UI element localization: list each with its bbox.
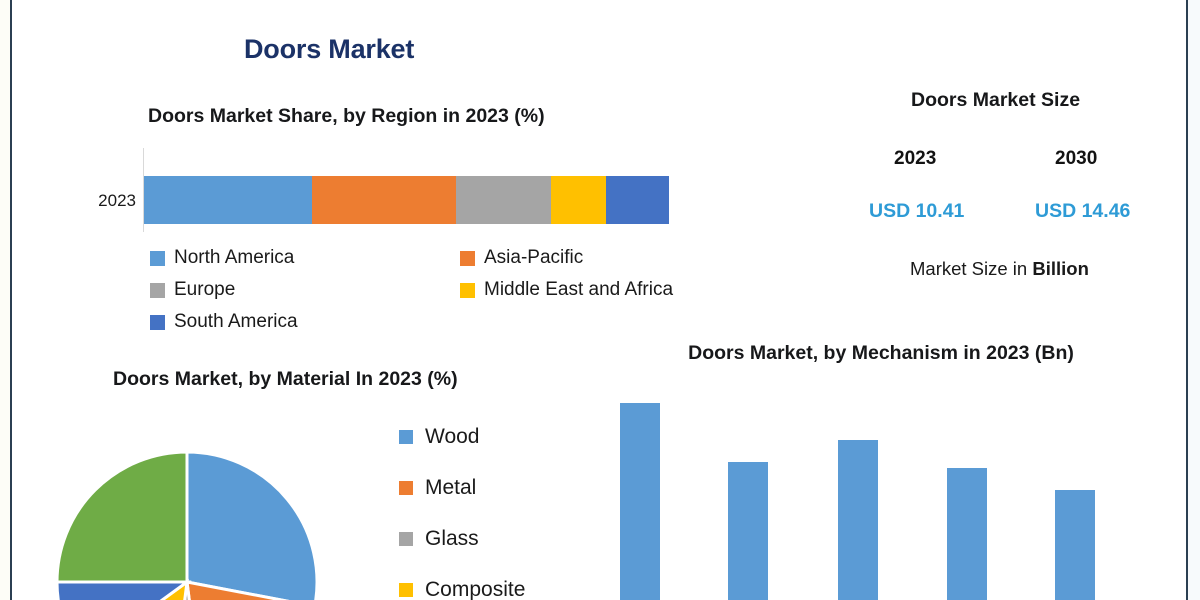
material-legend-label: Composite — [425, 578, 526, 600]
market-size-title: Doors Market Size — [911, 89, 1081, 111]
mechanism-bar — [947, 467, 987, 600]
region-bar-segment — [312, 176, 457, 224]
material-legend-item: Composite — [399, 578, 525, 600]
region-stacked-bar-chart: 2023 — [60, 148, 680, 238]
region-bar-segment — [456, 176, 551, 224]
material-legend-label: Metal — [425, 476, 477, 499]
legend-swatch-icon — [399, 532, 413, 546]
region-chart-title: Doors Market Share, by Region in 2023 (%… — [148, 105, 545, 127]
mechanism-column-chart — [600, 395, 1180, 600]
market-size-panel: 2023 2030 USD 10.41 USD 14.46 Market Siz… — [860, 80, 1190, 290]
mechanism-bar — [1055, 489, 1095, 600]
region-legend-label: Middle East and Africa — [484, 279, 674, 300]
material-legend-label: Glass — [425, 527, 479, 550]
region-legend-label: Asia-Pacific — [484, 247, 584, 268]
region-legend-item: Asia-Pacific — [460, 247, 583, 269]
mechanism-bar — [838, 439, 878, 600]
material-legend-item: Metal — [399, 476, 476, 500]
legend-swatch-icon — [399, 583, 413, 597]
market-size-footnote-unit: Billion — [1032, 258, 1089, 279]
material-pie-slice — [55, 580, 192, 600]
material-pie-slice — [185, 580, 290, 600]
frame-border-left — [10, 0, 12, 600]
market-size-value-2023: USD 10.41 — [869, 200, 965, 222]
region-bar-segment — [550, 176, 606, 224]
legend-swatch-icon — [460, 250, 475, 266]
material-legend-label: Wood — [425, 425, 480, 448]
region-stacked-bar — [144, 176, 669, 224]
legend-swatch-icon — [399, 430, 413, 444]
legend-swatch-icon — [150, 314, 165, 330]
legend-swatch-icon — [399, 481, 413, 495]
legend-swatch-icon — [460, 282, 475, 298]
material-chart-legend: Wood Metal Glass Composite — [399, 425, 589, 600]
mechanism-chart-title: Doors Market, by Mechanism in 2023 (Bn) — [688, 342, 1074, 364]
legend-swatch-icon — [150, 250, 165, 266]
page-title: Doors Market — [244, 34, 415, 64]
region-legend-item: South America — [150, 311, 298, 333]
material-pie-svg — [55, 450, 319, 600]
market-size-footnote: Market Size in Billion — [910, 258, 1089, 280]
region-bar-segment — [144, 176, 312, 224]
market-size-year-2030: 2030 — [1055, 148, 1098, 169]
material-legend-item: Wood — [399, 425, 479, 449]
region-bar-segment — [606, 176, 669, 224]
market-size-year-2023: 2023 — [894, 148, 937, 169]
market-size-footnote-prefix: Market Size in — [910, 258, 1033, 279]
mechanism-bar — [728, 461, 768, 600]
region-legend-item: North America — [150, 247, 294, 269]
mechanism-bar — [620, 402, 660, 600]
outer-margin-right — [1188, 0, 1200, 600]
outer-margin-left — [0, 0, 10, 600]
region-chart-axis — [143, 148, 144, 232]
region-legend-item: Europe — [150, 279, 235, 301]
region-legend-label: North America — [174, 247, 295, 268]
region-legend-label: South America — [174, 311, 298, 332]
region-category-label: 2023 — [98, 191, 136, 210]
material-pie-chart — [20, 395, 360, 600]
frame-border-right — [1186, 0, 1188, 600]
material-pie-slice — [55, 450, 189, 584]
region-legend-item: Middle East and Africa — [460, 279, 673, 301]
material-chart-title: Doors Market, by Material In 2023 (%) — [113, 368, 458, 390]
region-legend-label: Europe — [174, 279, 236, 300]
material-legend-item: Glass — [399, 527, 479, 551]
region-chart-legend: North America Asia-Pacific Europe Middle Ea… — [150, 247, 710, 345]
legend-swatch-icon — [150, 282, 165, 298]
material-pie-slice — [185, 450, 319, 600]
market-size-value-2030: USD 14.46 — [1035, 200, 1131, 222]
